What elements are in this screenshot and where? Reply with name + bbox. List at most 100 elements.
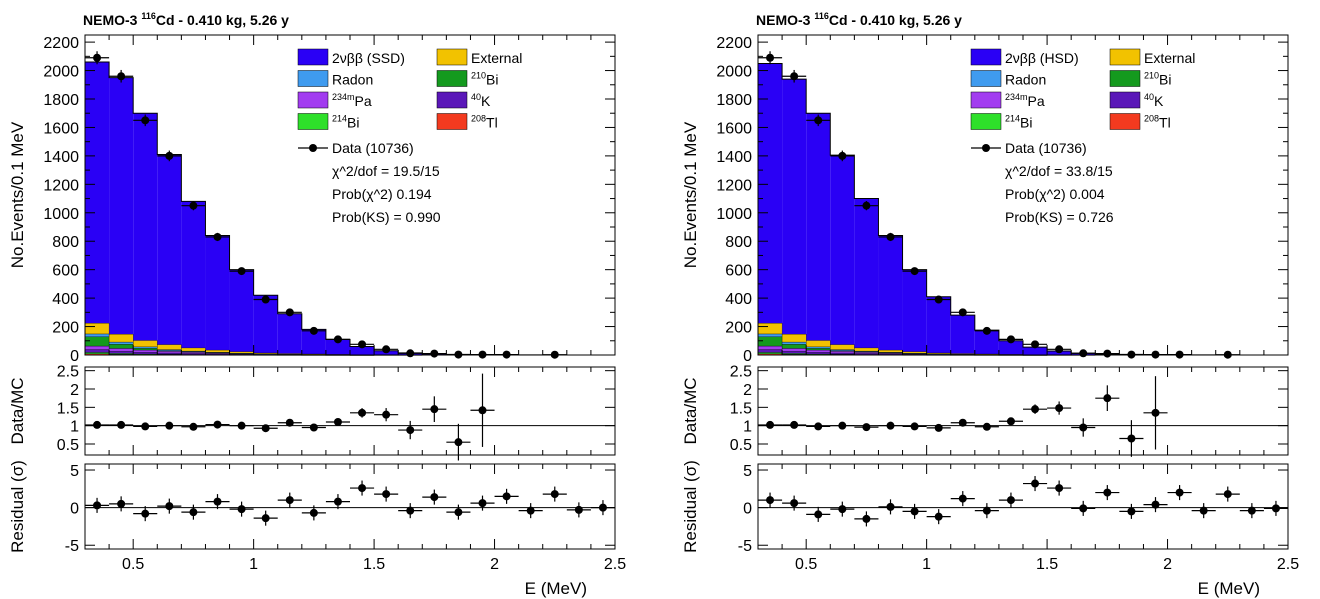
residual-point — [550, 490, 559, 499]
bar-external — [854, 347, 879, 352]
bar-radon — [108, 341, 134, 345]
xtick-label: 2 — [490, 556, 499, 573]
bar-k40 — [84, 349, 110, 353]
xtick-label: 2 — [1163, 556, 1172, 573]
ratio-point — [1055, 404, 1064, 413]
ytick-label: 1000 — [43, 206, 79, 223]
legend-data-label: Data (10736) — [1005, 140, 1087, 156]
bar-2nbb — [133, 113, 158, 355]
residual-point — [117, 499, 126, 508]
ratio-point — [454, 438, 463, 447]
bar-pa234m — [781, 348, 807, 352]
data-point — [309, 326, 318, 335]
data-point — [285, 308, 294, 317]
bar-bi210 — [781, 344, 807, 349]
bar-2nbb — [926, 296, 951, 355]
x-axis-label: E (MeV) — [1198, 579, 1260, 598]
bar-bi210 — [757, 336, 783, 347]
ytick-label: 1600 — [43, 120, 79, 137]
residual-point — [1247, 506, 1256, 515]
bar-bi210 — [133, 348, 158, 351]
residual-frame — [757, 463, 1289, 550]
data-point — [790, 72, 799, 81]
legend-swatch-k40 — [1109, 91, 1141, 109]
residual-point — [358, 484, 367, 493]
y-axis-label: No.Events/0.1 MeV — [681, 121, 700, 268]
ratio-ytick-label: 1 — [743, 419, 752, 436]
residual-ytick-label: 5 — [743, 463, 752, 480]
residual-ytick-label: 0 — [70, 501, 79, 518]
legend-data-marker — [982, 144, 990, 152]
ratio-point — [1031, 405, 1040, 414]
xtick-label: 1.5 — [363, 556, 385, 573]
residual-point — [1055, 484, 1064, 493]
data-point — [165, 151, 174, 160]
ratio-ytick-label: 1.5 — [730, 400, 752, 417]
bar-external — [878, 349, 903, 353]
ratio-point — [213, 420, 222, 429]
legend-label-tl208: 208Tl — [471, 114, 498, 131]
residual-point — [958, 494, 967, 503]
ytick-label: 200 — [52, 320, 79, 337]
ytick-label: 800 — [52, 234, 79, 251]
ratio-point — [93, 420, 102, 429]
legend-label-bi214: 214Bi — [332, 114, 359, 131]
fit-stat: Prob(χ^2) 0.004 — [1005, 186, 1105, 202]
ratio-point — [934, 423, 943, 432]
ratio-point — [189, 422, 198, 431]
data-point — [1079, 349, 1088, 358]
data-point — [934, 295, 943, 304]
legend-swatch-radon — [970, 70, 1002, 87]
legend-swatch-tl208 — [436, 113, 468, 130]
legend-label-tl208: 208Tl — [1144, 114, 1171, 131]
xtick-label: 0.5 — [122, 556, 144, 573]
residual-point — [165, 502, 174, 511]
ratio-point — [910, 422, 919, 431]
legend-swatch-bi210 — [436, 70, 468, 87]
ratio-point — [838, 421, 847, 430]
bar-pa234m — [806, 349, 831, 353]
ytick-label: 2000 — [43, 64, 79, 81]
xtick-label: 0.5 — [795, 556, 817, 573]
bar-2nbb — [229, 269, 254, 355]
ratio-point — [237, 421, 246, 430]
ytick-label: 0 — [70, 348, 79, 365]
ratio-point — [141, 422, 150, 431]
residual-point — [910, 507, 919, 516]
data-point — [237, 267, 246, 276]
ytick-label: 1000 — [716, 206, 752, 223]
data-point — [117, 72, 126, 81]
ytick-label: 1400 — [43, 149, 79, 166]
residual-point — [454, 508, 463, 517]
ytick-label: 600 — [725, 263, 752, 280]
fit-stat: Prob(χ^2) 0.194 — [332, 186, 432, 202]
residual-point — [285, 496, 294, 505]
bar-radon — [133, 346, 158, 349]
data-point — [1055, 345, 1064, 354]
bar-external — [974, 353, 1000, 355]
residual-point — [309, 508, 318, 517]
residual-point — [1079, 504, 1088, 513]
residual-ytick-label: -5 — [65, 538, 79, 555]
data-point — [382, 345, 391, 354]
data-point — [358, 340, 367, 349]
data-point — [766, 53, 775, 62]
bar-bi214 — [84, 352, 110, 355]
ratio-point — [1151, 408, 1160, 417]
ytick-label: 1800 — [43, 92, 79, 109]
residual-point — [1175, 488, 1184, 497]
bar-2nbb — [205, 235, 230, 355]
residual-point — [838, 505, 847, 514]
legend-label-bi214: 214Bi — [1005, 114, 1032, 131]
bar-external — [781, 334, 807, 343]
legend-label-ssd: 2νββ (HSD) — [1005, 50, 1079, 66]
fit-stat: Prob(KS) = 0.726 — [1005, 209, 1114, 225]
data-point — [886, 232, 895, 241]
residual-point — [141, 509, 150, 518]
bar-2nbb — [854, 198, 879, 355]
ytick-label: 2200 — [43, 35, 79, 52]
data-point — [333, 335, 342, 344]
bar-2nbb — [1023, 347, 1048, 355]
legend-label-k40: 40K — [1144, 92, 1164, 109]
